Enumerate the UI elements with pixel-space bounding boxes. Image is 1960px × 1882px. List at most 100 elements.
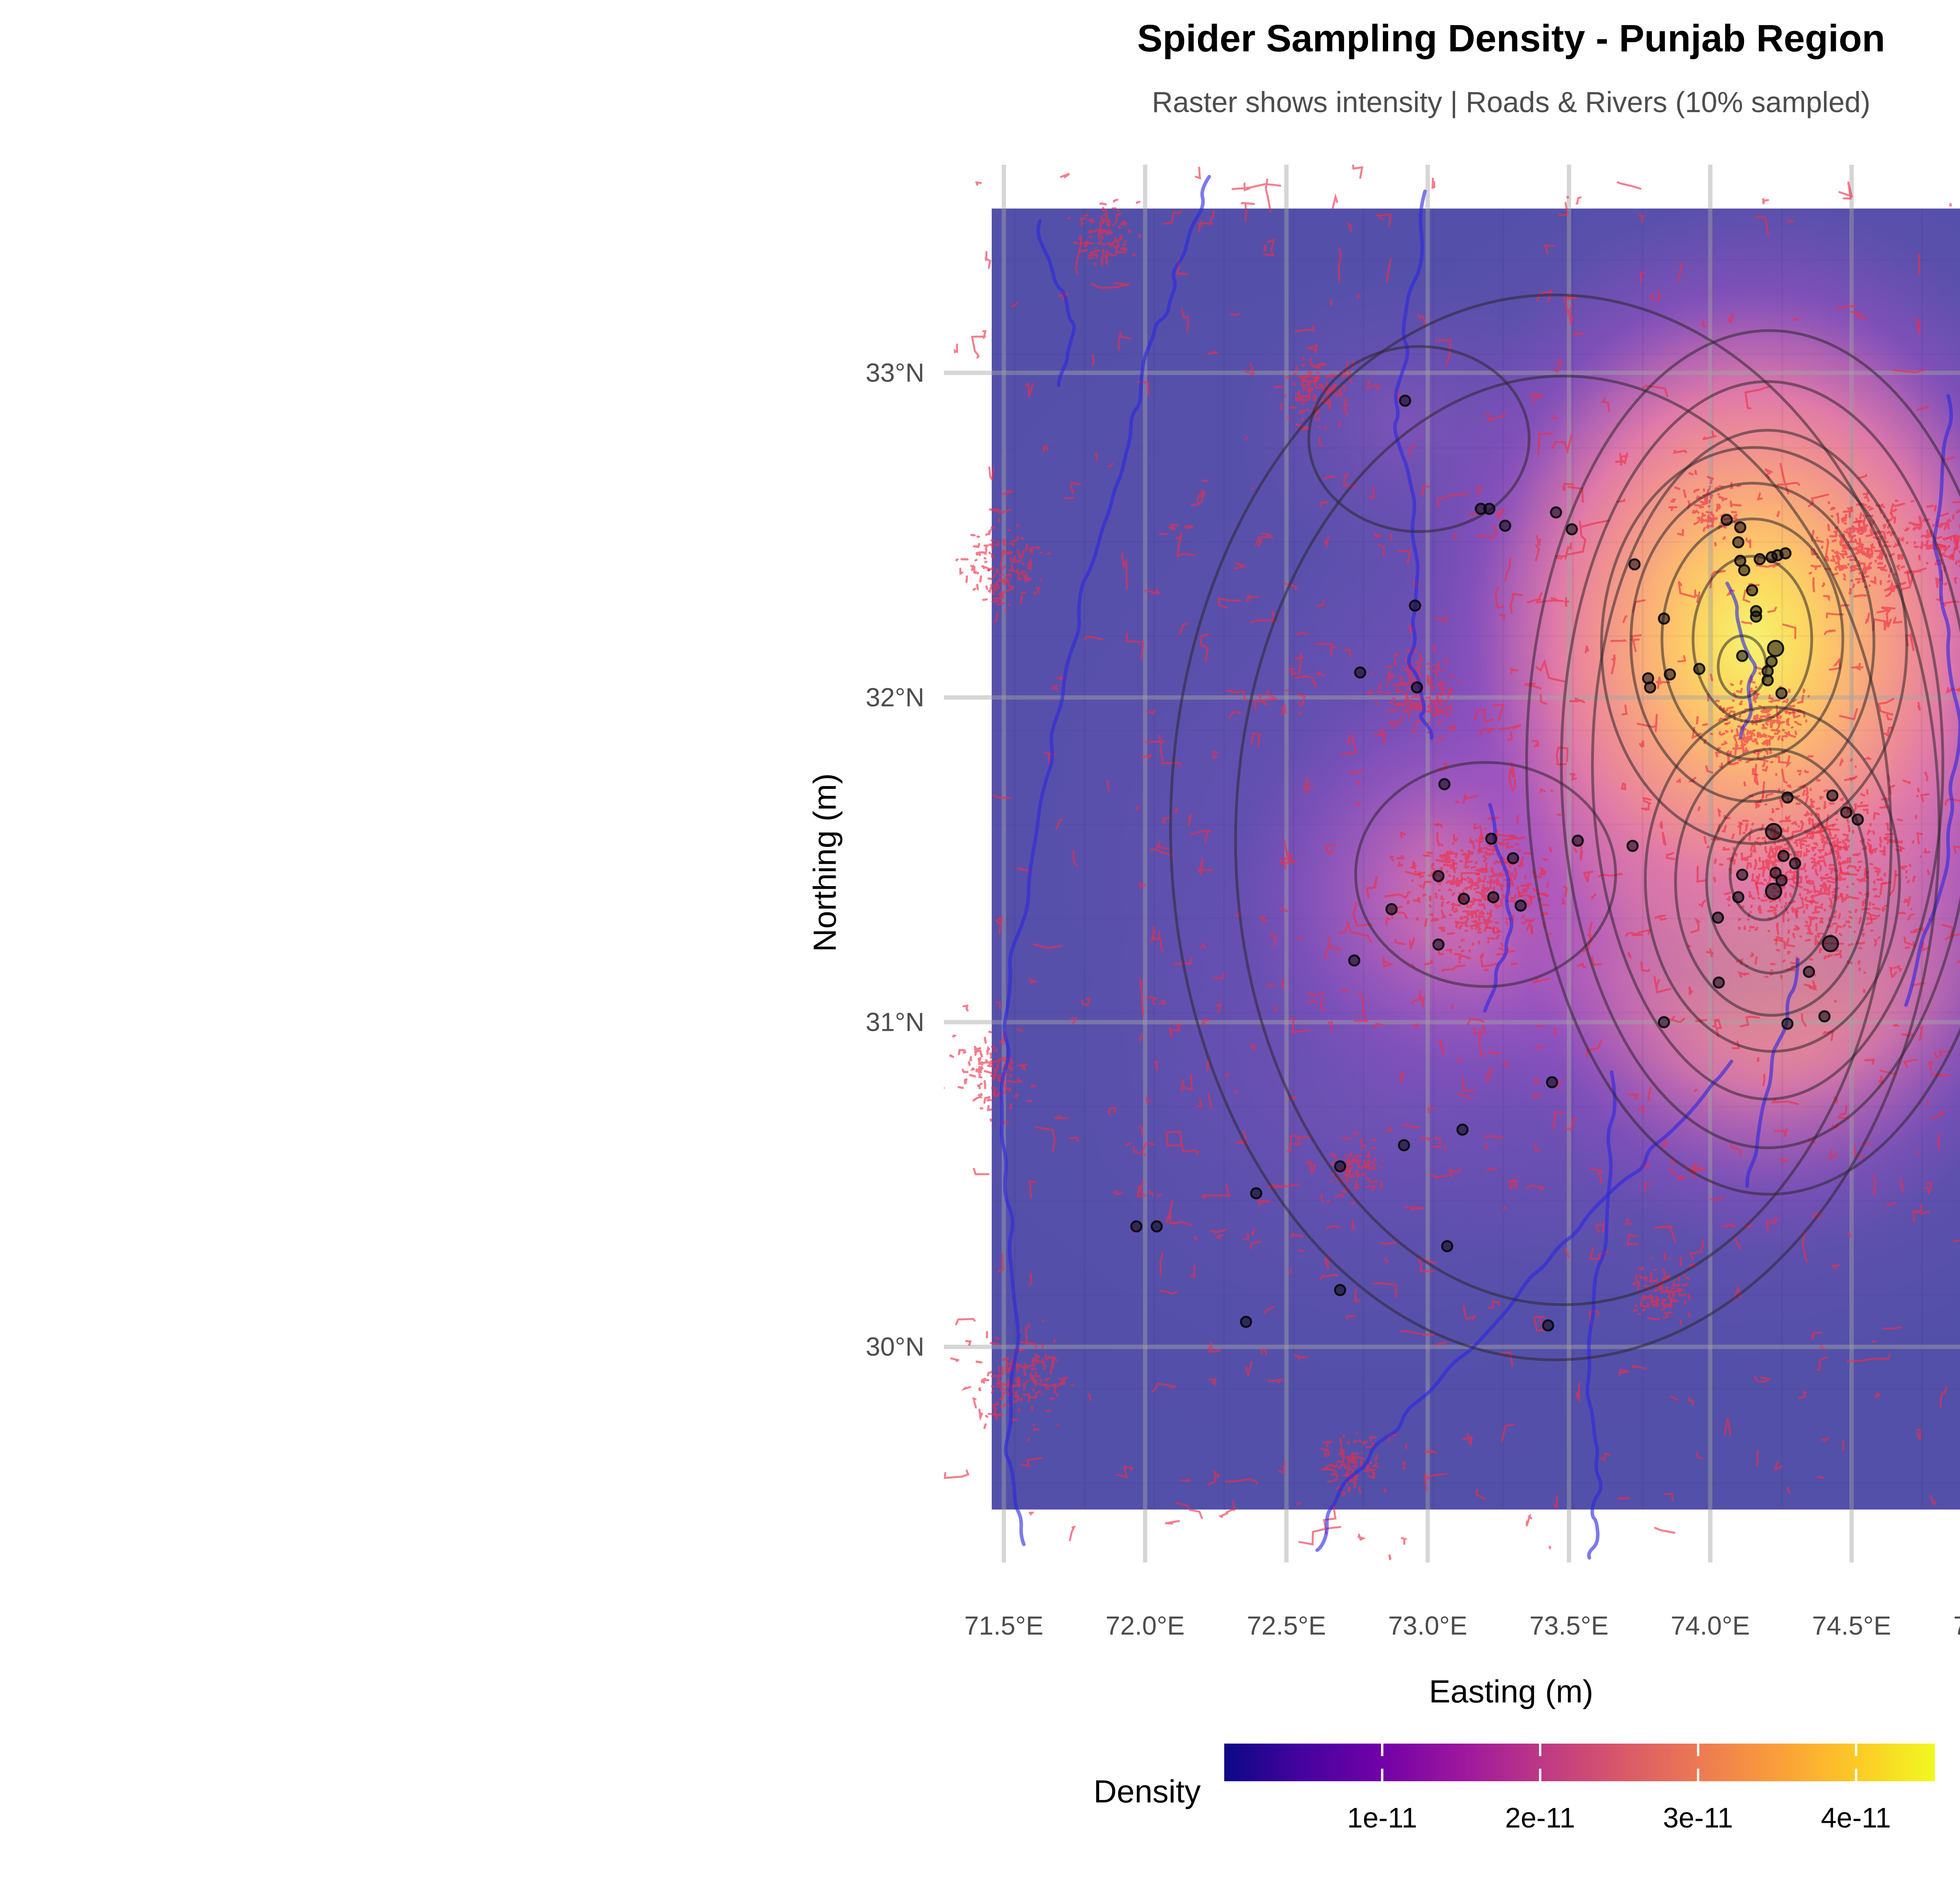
sample-point [1334, 1284, 1347, 1296]
legend-title: Density [1093, 1774, 1201, 1809]
legend-colorbar [1224, 1744, 1935, 1781]
river-line [1725, 581, 1757, 739]
sample-point [1572, 834, 1584, 847]
sample-point [1507, 852, 1519, 865]
sample-point [1658, 1016, 1670, 1028]
contour-line [1234, 374, 1893, 1306]
contour-line [1560, 380, 1960, 1149]
sample-point [1626, 839, 1639, 852]
river-line [1315, 1059, 1733, 1552]
sample-point [1767, 639, 1784, 657]
contour-line [1629, 481, 1875, 803]
sample-point [1777, 850, 1790, 862]
sample-point [1411, 681, 1423, 694]
sample-point [1514, 899, 1527, 912]
sample-point [1664, 668, 1676, 681]
sample-point [1354, 666, 1367, 679]
y-tick-label: 30°N [866, 1332, 924, 1362]
sample-point [1550, 506, 1562, 519]
sample-point [1765, 823, 1782, 840]
sample-point [1840, 806, 1853, 819]
contour-line [1644, 706, 1901, 1053]
density-raster [991, 208, 1960, 1510]
sample-point [1546, 1076, 1558, 1088]
y-tick-label: 33°N [866, 358, 924, 388]
contour-line [1591, 429, 1944, 1101]
sample-point [1732, 891, 1744, 903]
sample-point [1456, 1123, 1469, 1136]
x-tick-label: 73.0°E [1388, 1611, 1468, 1640]
contour-line [1307, 345, 1531, 533]
points-layer [1130, 394, 1864, 1332]
contour-line [1691, 555, 1813, 723]
sample-point [1789, 857, 1801, 870]
legend-tick-mark [1381, 1744, 1383, 1756]
page-title: Spider Sampling Density - Punjab Region [1137, 17, 1885, 60]
sample-point [1457, 892, 1470, 905]
sample-point [1736, 868, 1748, 881]
sample-point [1713, 976, 1725, 989]
sample-point [1775, 874, 1788, 887]
legend-tick-label: 4e-11 [1821, 1802, 1891, 1834]
x-axis-title: Easting (m) [1429, 1674, 1593, 1709]
sample-point [1750, 610, 1762, 623]
contour-line [1169, 293, 1941, 1361]
sample-point [1765, 883, 1782, 900]
sample-point [1761, 674, 1774, 687]
legend-tick-mark [1855, 1744, 1857, 1756]
contour-line [1525, 329, 1960, 1196]
river-line [1036, 219, 1076, 387]
sample-point [1487, 891, 1499, 903]
river-line [1393, 189, 1434, 740]
sample-point [1753, 553, 1766, 565]
sample-point [1781, 1017, 1794, 1030]
sample-point [1385, 903, 1398, 916]
legend-tick-mark [1539, 1744, 1541, 1756]
sample-point [1542, 1319, 1554, 1332]
x-tick-label: 72.5°E [1247, 1611, 1326, 1640]
y-tick-label: 32°N [866, 683, 924, 712]
river-line [1000, 175, 1211, 1546]
river-line [1745, 957, 1800, 1188]
legend-tick-label: 1e-11 [1347, 1802, 1417, 1834]
river-line [1585, 1070, 1617, 1560]
y-axis-title: Northing (m) [807, 773, 843, 952]
legend-tick-mark [1855, 1769, 1857, 1781]
sample-point [1765, 655, 1778, 668]
legend-tick-mark [1697, 1769, 1699, 1781]
sample-point [1803, 966, 1815, 978]
contours-layer [1169, 293, 1960, 1361]
contour-line [1705, 790, 1838, 975]
legend-tick-mark [1539, 1769, 1541, 1781]
river-line [1483, 803, 1514, 1013]
sample-point [1711, 911, 1724, 924]
legend-tick-mark [1381, 1769, 1383, 1781]
sample-point [1398, 1139, 1410, 1152]
sample-point [1409, 599, 1421, 612]
sample-point [1348, 954, 1361, 967]
sample-point [1499, 520, 1512, 532]
sample-point [1334, 1160, 1347, 1173]
sample-point [1658, 612, 1670, 625]
contour-line [1661, 517, 1844, 761]
contour-line [1600, 446, 1908, 845]
sample-point [1818, 1010, 1831, 1023]
sample-point [1851, 813, 1864, 826]
sample-point [1822, 935, 1839, 952]
legend-tick-label: 3e-11 [1663, 1802, 1733, 1834]
sample-point [1151, 1220, 1163, 1233]
sample-point [1485, 832, 1497, 845]
sample-point [1628, 558, 1641, 570]
sample-point [1399, 394, 1411, 407]
sample-point [1693, 663, 1706, 675]
contour-line [1674, 748, 1869, 1017]
sample-point [1566, 523, 1578, 536]
sample-point [1483, 503, 1495, 515]
sample-point [1130, 1220, 1143, 1233]
sample-point [1746, 584, 1759, 597]
x-tick-label: 74.0°E [1671, 1611, 1750, 1640]
sample-point [1826, 789, 1838, 802]
legend-tick-mark [1697, 1744, 1699, 1756]
map-panel [944, 165, 1960, 1562]
